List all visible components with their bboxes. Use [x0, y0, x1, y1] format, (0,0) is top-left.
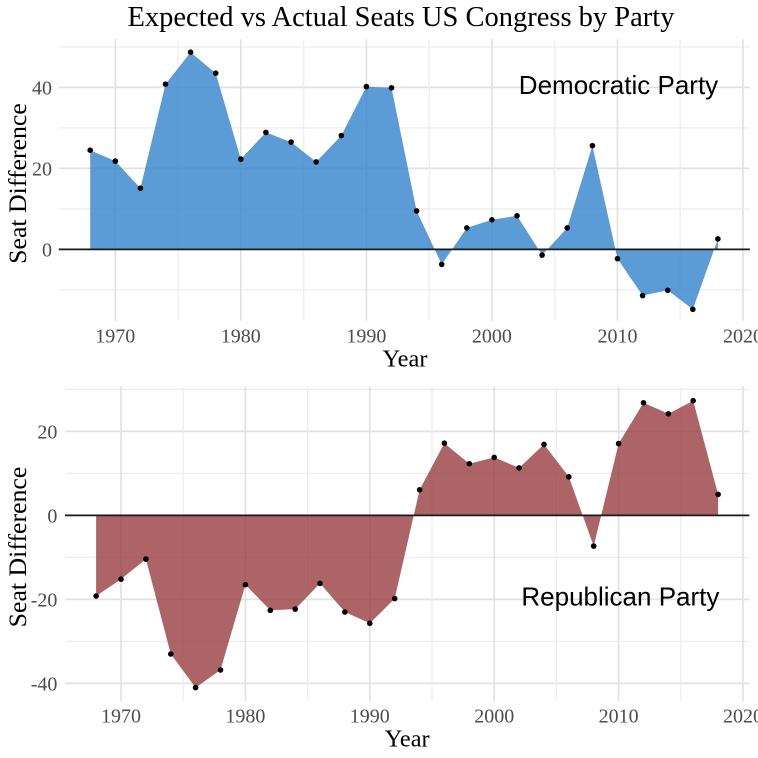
- svg-text:Democratic Party: Democratic Party: [519, 70, 718, 100]
- svg-text:Year: Year: [383, 345, 428, 372]
- svg-text:1980: 1980: [221, 326, 261, 348]
- svg-text:2000: 2000: [472, 326, 512, 348]
- svg-text:Republican Party: Republican Party: [521, 582, 719, 612]
- svg-text:40: 40: [32, 77, 52, 99]
- svg-text:Seat Difference: Seat Difference: [3, 467, 32, 628]
- svg-text:2010: 2010: [598, 326, 638, 348]
- svg-text:20: 20: [32, 158, 52, 180]
- svg-text:Seat Difference: Seat Difference: [3, 103, 32, 264]
- svg-text:1980: 1980: [225, 705, 265, 727]
- svg-text:20: 20: [37, 421, 57, 443]
- svg-text:Expected vs Actual Seats US Co: Expected vs Actual Seats US Congress by …: [128, 2, 676, 33]
- svg-text:1970: 1970: [101, 705, 141, 727]
- svg-text:2020: 2020: [723, 326, 758, 348]
- svg-text:2020: 2020: [723, 705, 758, 727]
- svg-text:1990: 1990: [346, 326, 386, 348]
- svg-text:2010: 2010: [599, 705, 639, 727]
- svg-text:1970: 1970: [95, 326, 135, 348]
- svg-text:-20: -20: [31, 589, 58, 611]
- svg-text:1990: 1990: [350, 705, 390, 727]
- svg-text:0: 0: [42, 239, 52, 261]
- svg-text:Year: Year: [385, 726, 430, 753]
- svg-text:-40: -40: [31, 673, 58, 695]
- svg-text:2000: 2000: [474, 705, 514, 727]
- svg-text:0: 0: [47, 505, 57, 527]
